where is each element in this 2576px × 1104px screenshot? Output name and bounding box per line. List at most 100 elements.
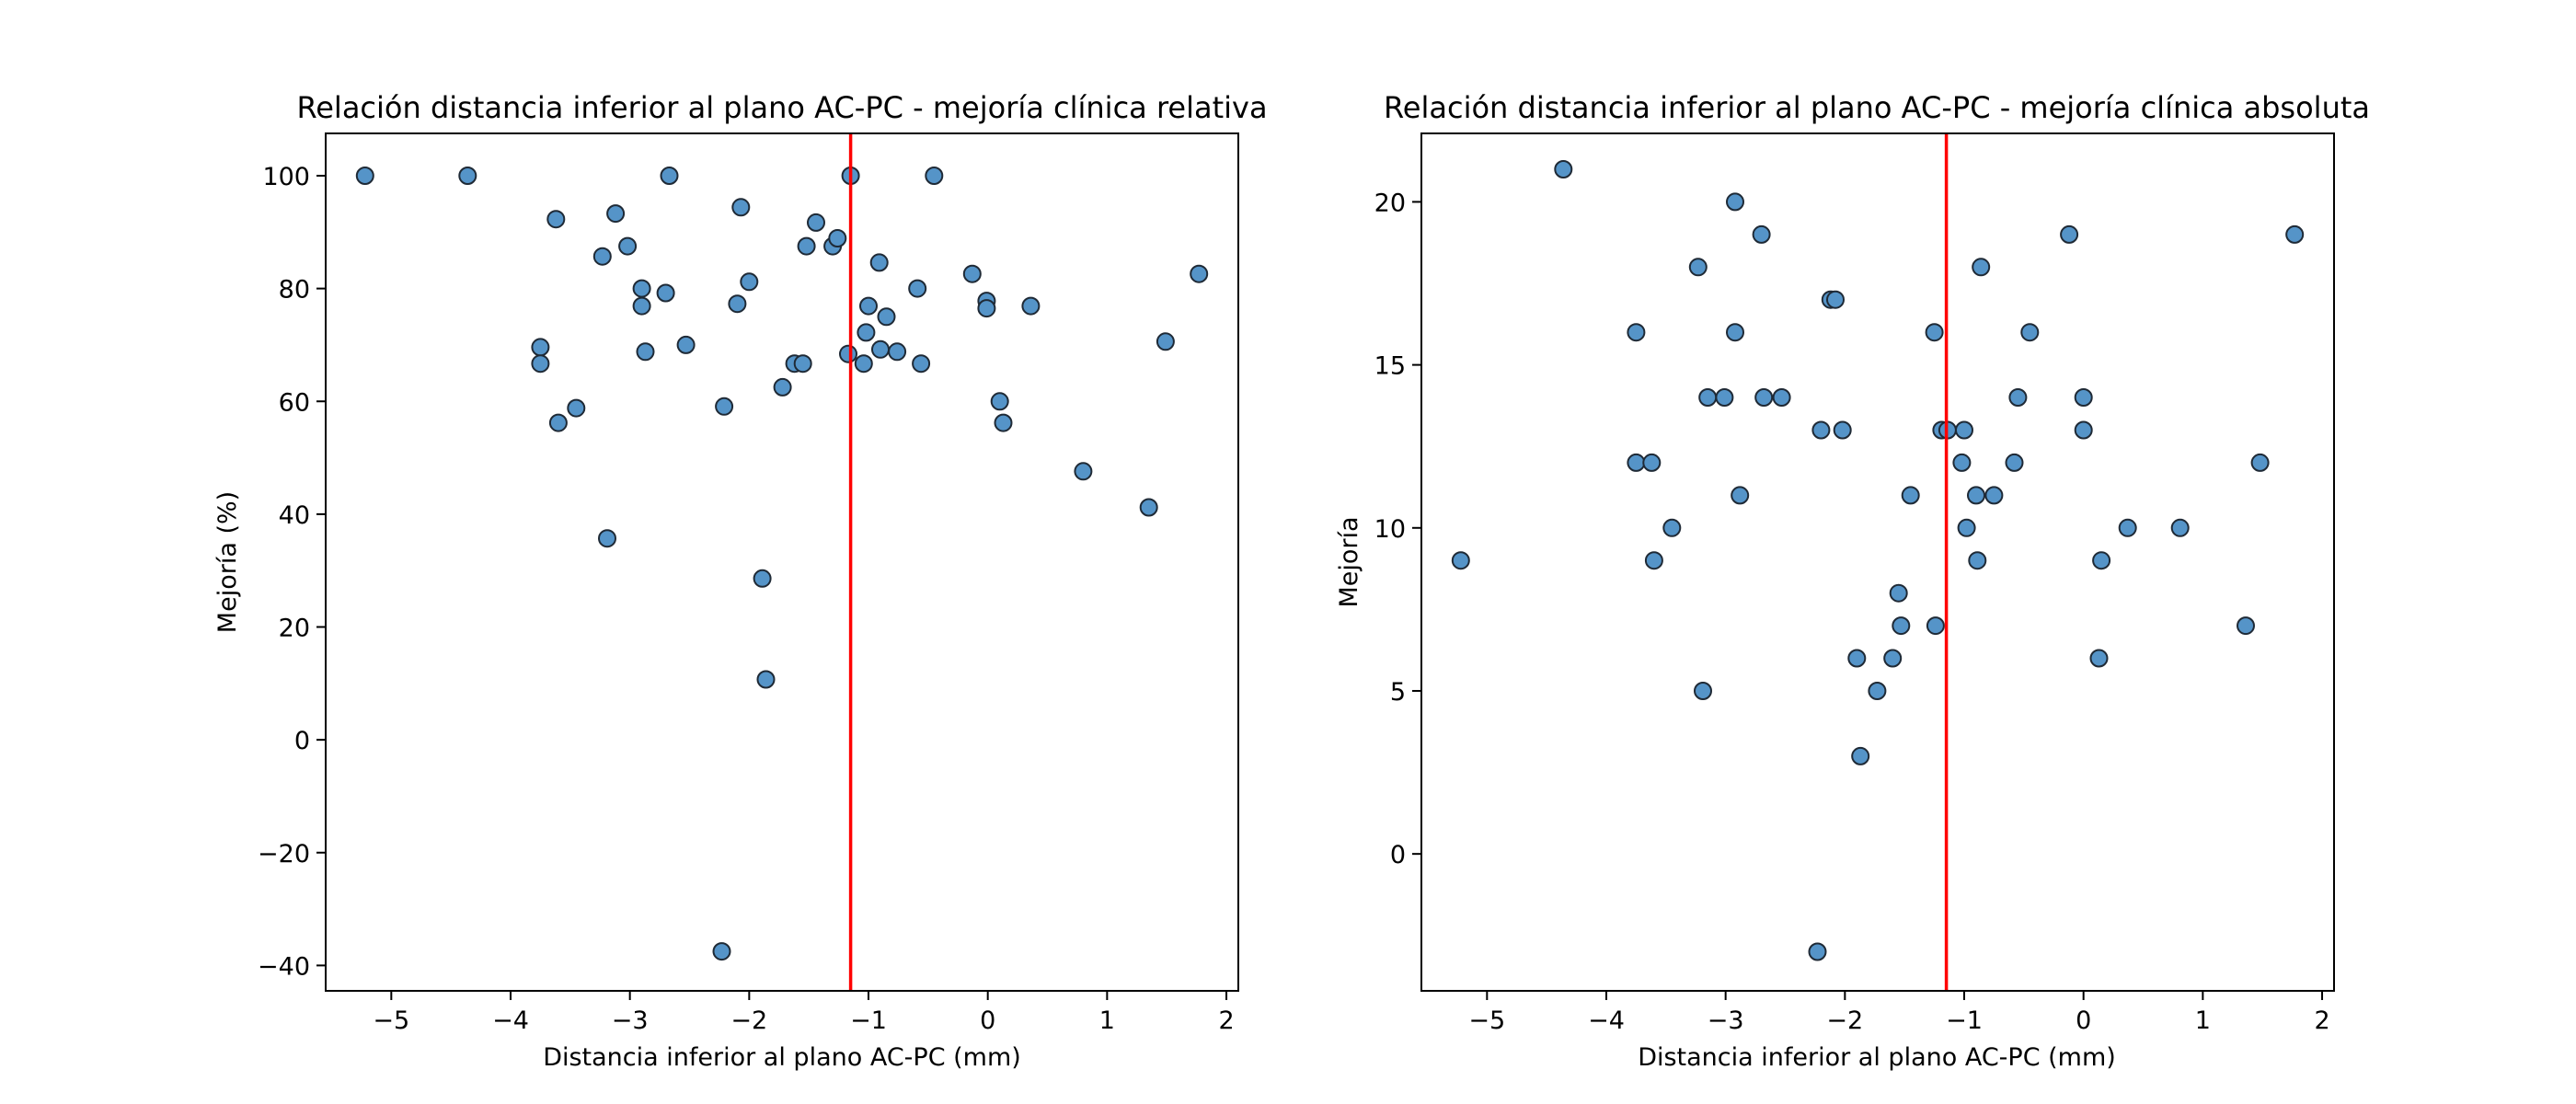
y-tick-label: 60 [279, 388, 310, 417]
data-point [567, 398, 586, 418]
data-point [2005, 453, 2024, 472]
x-tick-label: 1 [2195, 1006, 2211, 1035]
data-point [888, 342, 907, 362]
data-point [925, 167, 944, 185]
x-tick-label: −1 [1946, 1006, 1983, 1035]
data-point [1715, 388, 1734, 407]
y-tick-label: −20 [258, 840, 310, 868]
data-point [1694, 682, 1712, 700]
data-point [990, 392, 1009, 411]
data-point [1726, 323, 1744, 342]
data-point [1627, 453, 1646, 472]
data-point [962, 264, 982, 283]
data-point [1889, 583, 1908, 603]
data-point [2089, 649, 2109, 668]
data-point [1984, 486, 2004, 505]
data-point [908, 279, 927, 298]
data-point [632, 279, 651, 298]
data-point [1925, 323, 1944, 342]
plot-area: −5 −4 −3 −2 −1 0 1 2 −40 −20 0 20 40 60 80 100 [258, 132, 1239, 1035]
x-tick-label: 2 [1218, 1006, 1234, 1035]
data-point [2118, 518, 2137, 537]
x-tick-label: −1 [850, 1006, 887, 1035]
data-point [2020, 323, 2040, 342]
data-point [773, 377, 792, 397]
data-point [1627, 323, 1646, 342]
x-tick-label: 1 [1099, 1006, 1115, 1035]
data-point [1074, 462, 1093, 481]
data-point [1662, 518, 1682, 537]
y-tick-label: 100 [262, 163, 310, 191]
data-point [1754, 388, 1774, 407]
data-point [1972, 258, 1991, 277]
data-point [1957, 518, 1976, 537]
data-point [1926, 616, 1945, 636]
axes-frame [1420, 132, 2335, 992]
data-point [1644, 551, 1663, 570]
data-point [458, 167, 477, 185]
y-tick-label: 5 [1390, 678, 1406, 707]
y-tick-label: 0 [1390, 841, 1406, 869]
data-point [1731, 486, 1750, 505]
data-point [355, 167, 374, 185]
data-point [548, 413, 568, 432]
y-tick-label: 0 [294, 727, 310, 755]
data-point [2074, 388, 2093, 407]
data-point [1967, 486, 1985, 505]
data-point [2060, 224, 2079, 244]
data-point [1451, 551, 1470, 570]
data-point [2285, 224, 2305, 244]
data-point [1952, 453, 1972, 472]
data-point [1554, 160, 1573, 178]
y-axis-label: Mejoría [1335, 516, 1363, 607]
data-point [1892, 616, 1911, 636]
data-point [1021, 296, 1041, 316]
data-point [1808, 942, 1827, 961]
data-point [859, 296, 878, 316]
data-point [1752, 224, 1771, 244]
y-tick-label: 10 [1374, 515, 1406, 544]
x-axis-label: Distancia inferior al plano AC-PC (mm) [543, 1043, 1021, 1072]
data-point [715, 397, 734, 416]
data-point [740, 272, 759, 292]
data-point [1190, 264, 1209, 283]
data-point [1156, 332, 1175, 351]
data-point [2008, 388, 2028, 407]
x-tick-label: 0 [2076, 1006, 2091, 1035]
y-tick-label: 20 [279, 615, 310, 643]
data-point [869, 253, 889, 272]
absolute-improvement-panel: Relación distancia inferior al plano AC-… [1335, 90, 2370, 1072]
y-tick-label: 15 [1374, 352, 1406, 381]
x-tick-label: −3 [612, 1006, 649, 1035]
x-tick-label: 0 [980, 1006, 995, 1035]
x-tick-label: −2 [1826, 1006, 1863, 1035]
data-point [2250, 453, 2270, 472]
x-tick-label: −5 [1468, 1006, 1505, 1035]
data-point [1851, 746, 1870, 765]
data-point [2092, 551, 2111, 570]
data-point [546, 210, 566, 229]
data-point [2074, 420, 2093, 440]
data-point [994, 413, 1013, 432]
y-axis-label: Mejoría (%) [213, 491, 242, 633]
data-point [756, 670, 776, 689]
data-point [1955, 420, 1973, 440]
data-point [977, 299, 996, 318]
data-point [839, 344, 857, 363]
data-point [632, 296, 651, 316]
data-point [728, 294, 747, 314]
data-point [531, 354, 550, 374]
data-point [676, 335, 696, 354]
data-point [1698, 388, 1718, 407]
data-point [807, 213, 825, 232]
y-tick-label: −40 [258, 952, 310, 981]
data-point [1139, 498, 1158, 517]
data-point [1688, 258, 1708, 277]
data-point [1826, 290, 1845, 309]
x-axis-label: Distancia inferior al plano AC-PC (mm) [1638, 1043, 2116, 1072]
data-point [1868, 682, 1887, 700]
axes-frame [325, 132, 1239, 992]
chart-title: Relación distancia inferior al plano AC-… [1384, 90, 2370, 125]
data-point [857, 323, 876, 342]
